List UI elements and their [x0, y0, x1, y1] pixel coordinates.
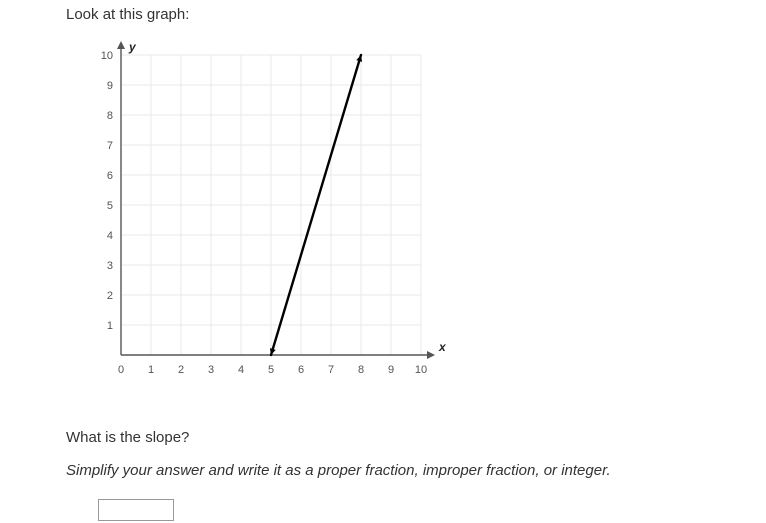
slope-graph: 0 1 2 3 4 5 6 7 8 9 10 1 2 3 4 5 6 7 8 9 10 y x [86, 41, 466, 401]
svg-text:4: 4 [238, 364, 244, 376]
svg-text:2: 2 [178, 364, 184, 376]
svg-text:7: 7 [328, 364, 334, 376]
svg-text:10: 10 [415, 364, 427, 376]
svg-text:8: 8 [107, 110, 113, 122]
svg-text:9: 9 [107, 80, 113, 92]
svg-text:3: 3 [107, 260, 113, 272]
question-text: What is the slope? [66, 429, 766, 446]
svg-text:y: y [128, 41, 137, 54]
answer-input[interactable] [98, 499, 174, 521]
svg-text:10: 10 [101, 50, 113, 62]
svg-text:6: 6 [298, 364, 304, 376]
hint-text: Simplify your answer and write it as a p… [66, 462, 766, 479]
svg-text:6: 6 [107, 170, 113, 182]
svg-text:2: 2 [107, 290, 113, 302]
svg-text:5: 5 [268, 364, 274, 376]
svg-text:9: 9 [388, 364, 394, 376]
svg-text:0: 0 [118, 364, 124, 376]
svg-text:8: 8 [358, 364, 364, 376]
svg-text:1: 1 [107, 320, 113, 332]
prompt-text: Look at this graph: [66, 6, 766, 23]
svg-text:7: 7 [107, 140, 113, 152]
svg-text:1: 1 [148, 364, 154, 376]
svg-text:5: 5 [107, 200, 113, 212]
svg-text:4: 4 [107, 230, 113, 242]
svg-text:3: 3 [208, 364, 214, 376]
svg-text:x: x [438, 340, 447, 354]
